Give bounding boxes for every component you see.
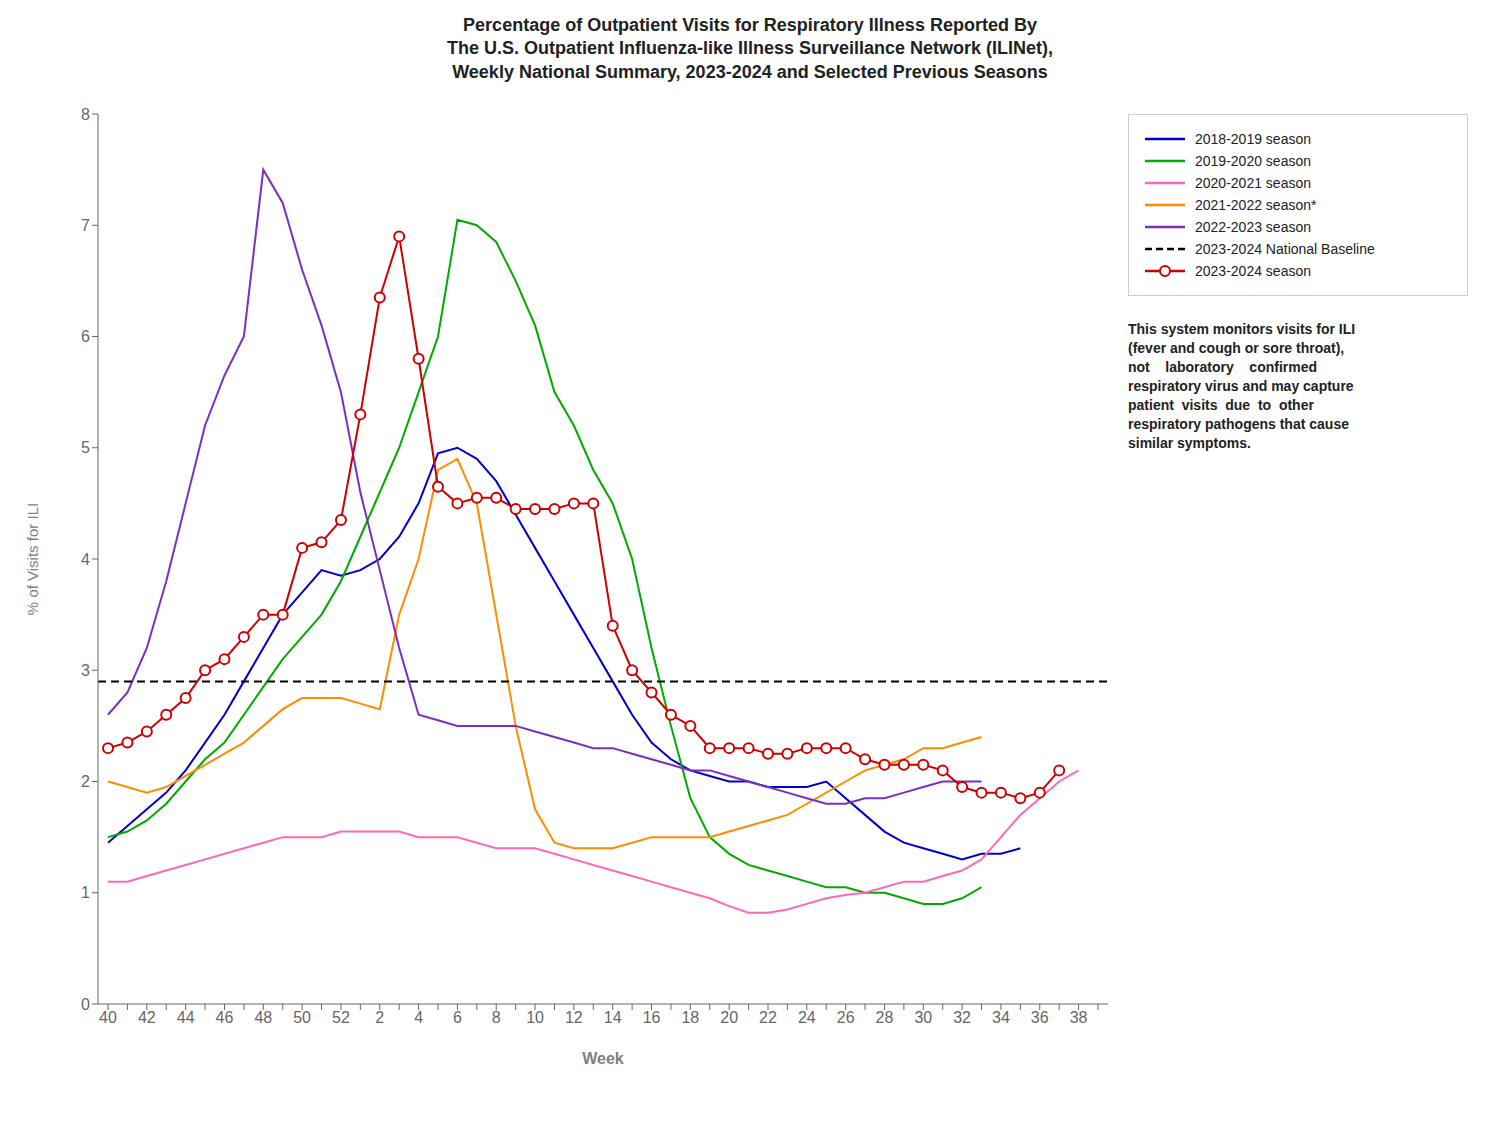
svg-text:24: 24 [798,1010,816,1027]
html-text:This system monitors visits fo: This system monitors visits for ILI (fev… [1128,321,1356,451]
svg-text:0: 0 [81,996,90,1013]
html-text:2020-2021 season: 2020-2021 season [1195,175,1311,192]
html-text:2018-2019 season: 2018-2019 season [1195,131,1311,148]
svg-text:18: 18 [681,1010,699,1027]
svg-text:40: 40 [99,1010,117,1027]
svg-text:26: 26 [837,1010,855,1027]
svg-text:20: 20 [720,1010,738,1027]
svg-text:1: 1 [81,885,90,902]
svg-text:16: 16 [643,1010,661,1027]
svg-text:5: 5 [81,440,90,457]
svg-text:28: 28 [876,1010,894,1027]
svg-text:34: 34 [992,1010,1010,1027]
svg-text:44: 44 [177,1010,195,1027]
html-text:2019-2020 season: 2019-2020 season [1195,153,1311,170]
svg-text:2: 2 [375,1010,384,1027]
svg-text:7: 7 [81,217,90,234]
html-text:2022-2023 season: 2022-2023 season [1195,219,1311,236]
html-text:2023-2024 National Baseline: 2023-2024 National Baseline [1195,241,1375,258]
svg-text:32: 32 [953,1010,971,1027]
html-text:Percentage of Outpatient Visit: Percentage of Outpatient Visits for Resp… [446,15,1054,82]
svg-text:6: 6 [453,1010,462,1027]
svg-text:10: 10 [526,1010,544,1027]
svg-text:50: 50 [293,1010,311,1027]
svg-text:36: 36 [1031,1010,1049,1027]
svg-text:46: 46 [216,1010,234,1027]
svg-text:2: 2 [81,773,90,790]
html-text:2023-2024 season: 2023-2024 season [1195,263,1311,280]
svg-text:6: 6 [81,328,90,345]
svg-text:38: 38 [1070,1010,1088,1027]
svg-text:22: 22 [759,1010,777,1027]
svg-text:14: 14 [604,1010,622,1027]
svg-text:8: 8 [492,1010,501,1027]
svg-text:42: 42 [138,1010,156,1027]
svg-text:Week: Week [582,1050,624,1067]
svg-text:% of Visits for ILI: % of Visits for ILI [24,503,41,615]
svg-text:48: 48 [254,1010,272,1027]
svg-text:4: 4 [81,551,90,568]
svg-text:3: 3 [81,662,90,679]
svg-text:30: 30 [914,1010,932,1027]
svg-text:4: 4 [414,1010,423,1027]
svg-text:12: 12 [565,1010,583,1027]
html-text:2021-2022 season*: 2021-2022 season* [1195,197,1317,214]
svg-text:8: 8 [81,106,90,123]
svg-text:52: 52 [332,1010,350,1027]
